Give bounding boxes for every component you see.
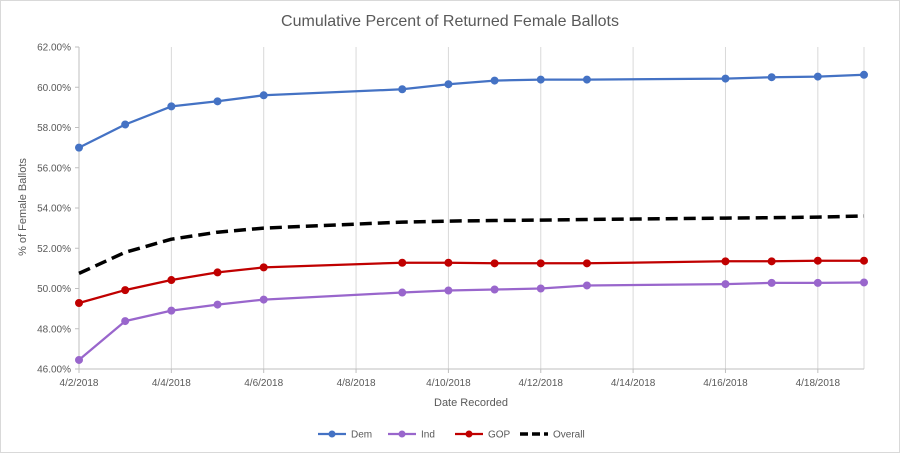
x-tick-label: 4/10/2018 <box>426 378 471 389</box>
ind-data-point <box>490 285 499 294</box>
gop-data-point <box>259 263 268 272</box>
legend-dem-marker <box>328 430 336 438</box>
x-tick-label: 4/4/2018 <box>152 378 191 389</box>
y-tick-label: 50.00% <box>37 284 71 295</box>
legend-gop-marker <box>465 430 473 438</box>
y-tick-label: 48.00% <box>37 324 71 335</box>
dem-data-point <box>444 80 453 89</box>
x-axis-ticks: 4/2/2018 4/4/2018 4/6/2018 4/8/2018 4/10/201… <box>60 369 841 389</box>
gop-data-point <box>860 256 868 265</box>
legend-ind-label: Ind <box>421 430 435 441</box>
ind-data-point <box>444 286 453 295</box>
y-tick-label: 62.00% <box>37 43 71 54</box>
ind-data-point <box>536 284 545 293</box>
gop-data-point <box>767 257 776 266</box>
x-tick-label: 4/14/2018 <box>611 378 656 389</box>
overall-series-line <box>78 214 865 275</box>
legend-dem-label: Dem <box>351 430 372 441</box>
axes <box>78 47 864 370</box>
dem-data-point <box>860 70 868 79</box>
y-tick-label: 52.00% <box>37 244 71 255</box>
x-tick-label: 4/6/2018 <box>244 378 283 389</box>
dem-data-point <box>213 97 222 106</box>
dem-data-point <box>259 91 268 100</box>
dem-data-point <box>121 120 130 129</box>
dem-data-point <box>398 85 407 94</box>
x-axis-label: Date Recorded <box>434 397 508 409</box>
x-tick-label: 4/2/2018 <box>60 378 99 389</box>
gop-data-point <box>721 257 730 266</box>
y-tick-label: 60.00% <box>37 83 71 94</box>
ind-data-point <box>767 278 776 287</box>
gop-data-point <box>582 259 591 268</box>
series-layer <box>75 70 868 364</box>
y-tick-label: 54.00% <box>37 204 71 215</box>
dem-data-point <box>490 76 499 85</box>
x-tick-label: 4/18/2018 <box>796 378 841 389</box>
x-tick-label: 4/8/2018 <box>337 378 376 389</box>
ind-data-point <box>259 295 268 304</box>
ind-data-point <box>582 281 591 290</box>
ind-data-point <box>121 317 130 326</box>
gop-data-point <box>813 256 822 265</box>
ind-data-point <box>213 300 222 309</box>
ind-data-point <box>813 278 822 287</box>
y-tick-label: 46.00% <box>37 365 71 376</box>
ind-series-line <box>78 281 865 361</box>
legend: Dem Ind GOP Overall <box>318 430 585 441</box>
ind-data-point <box>860 278 868 287</box>
ind-data-point <box>398 288 407 297</box>
dem-data-point <box>813 72 822 81</box>
gop-data-point <box>536 259 545 268</box>
ind-data-point <box>75 355 83 364</box>
dem-series-line <box>78 73 865 149</box>
dem-data-point <box>167 102 176 111</box>
dem-data-point <box>536 75 545 84</box>
legend-overall-label: Overall <box>553 430 585 441</box>
y-tick-label: 58.00% <box>37 123 71 134</box>
gop-data-point <box>444 258 453 267</box>
y-axis-ticks: 46.00% 48.00% 50.00% 52.00% 54.00% 56.00% 58.0… <box>37 43 79 376</box>
gop-data-point <box>121 286 130 295</box>
gop-data-point <box>490 259 499 268</box>
dem-data-point <box>721 74 730 83</box>
y-tick-label: 56.00% <box>37 163 71 174</box>
gop-series-line <box>78 259 864 305</box>
legend-ind-marker <box>398 430 406 438</box>
ind-data-point <box>721 280 730 289</box>
grid <box>170 47 865 369</box>
gop-data-point <box>167 276 176 285</box>
chart-title: Cumulative Percent of Returned Female Ba… <box>281 13 619 30</box>
gop-data-point <box>213 268 222 277</box>
gop-data-point <box>75 298 83 307</box>
legend-gop-label: GOP <box>488 430 511 441</box>
dem-data-point <box>582 75 591 84</box>
dem-data-point <box>767 73 776 82</box>
dem-data-point <box>75 143 83 152</box>
x-tick-label: 4/16/2018 <box>703 378 748 389</box>
y-axis-label: % of Female Ballots <box>17 158 29 256</box>
ind-data-point <box>167 306 176 315</box>
gop-data-point <box>398 258 407 267</box>
x-tick-label: 4/12/2018 <box>519 378 564 389</box>
